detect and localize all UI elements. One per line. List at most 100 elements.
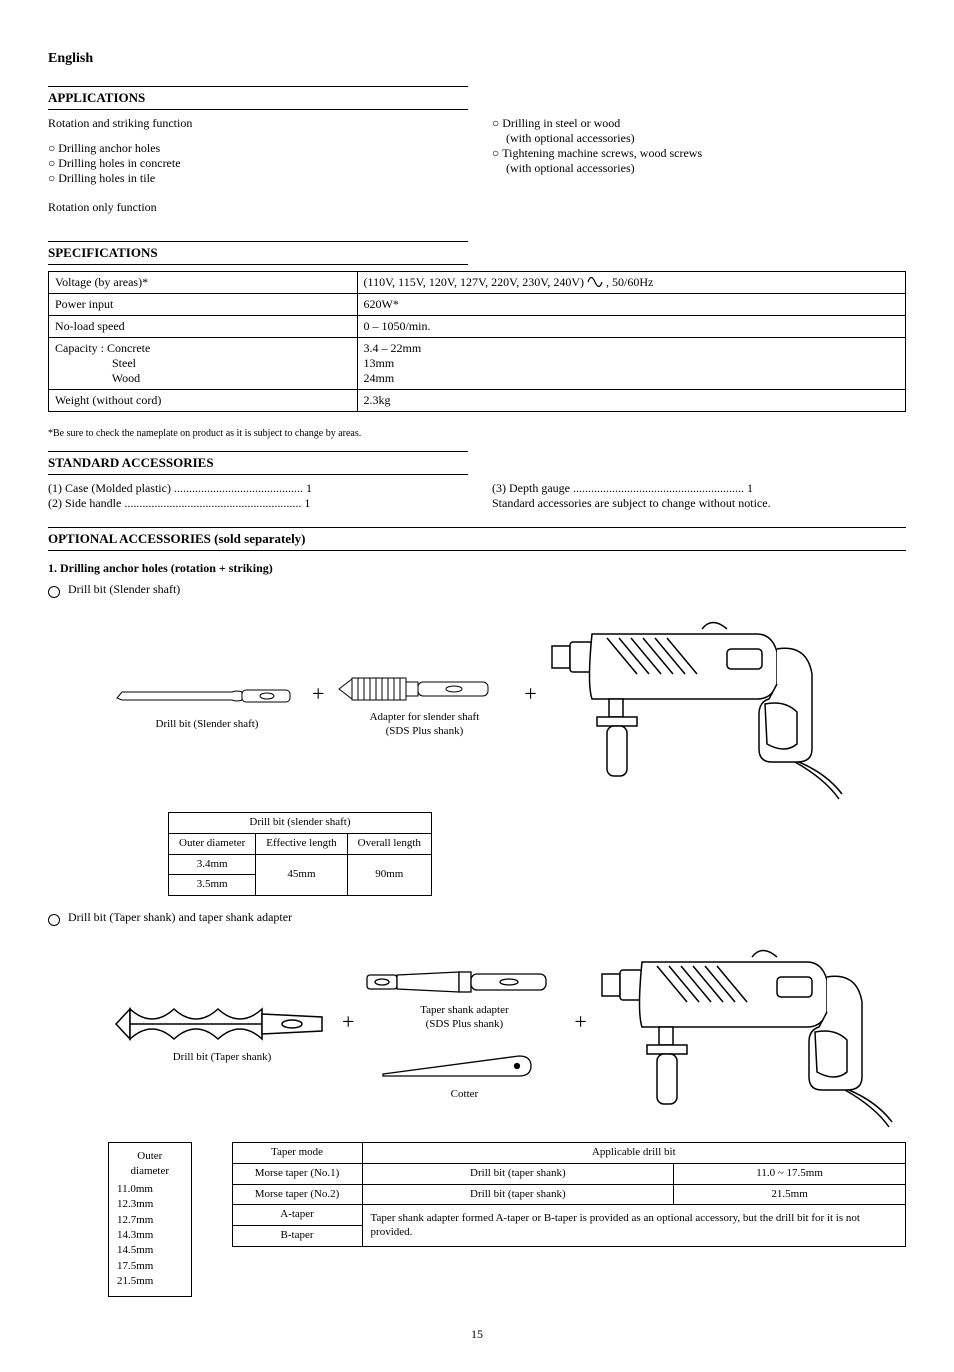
table-cell: 11.0 ~ 17.5mm <box>674 1163 906 1184</box>
bit-size: 17.5mm <box>117 1259 183 1274</box>
app-bullet: ○ Drilling holes in tile <box>48 171 462 186</box>
spec-value: 2.3kg <box>357 390 905 412</box>
app-intro-2: Rotation only function <box>48 200 462 215</box>
app-intro-1: Rotation and striking function <box>48 116 462 131</box>
spec-text: , 50/60Hz <box>606 275 653 289</box>
app-bullet: ○ Drilling holes in concrete <box>48 156 462 171</box>
table-row: No-load speed 0 – 1050/min. <box>49 316 906 338</box>
table-cell: Taper mode <box>232 1143 362 1164</box>
specifications-table: Voltage (by areas)* (110V, 115V, 120V, 1… <box>48 271 906 412</box>
table-cell: Morse taper (No.2) <box>232 1184 362 1205</box>
plus-icon: + <box>338 1008 358 1056</box>
bullet-b-label: Drill bit (Taper shank) and taper shank … <box>68 910 292 925</box>
table-cell: Effective length <box>256 833 347 854</box>
applications-body: Rotation and striking function ○ Drillin… <box>48 116 906 225</box>
spec-text: 13mm <box>364 356 395 370</box>
slender-adapter-icon <box>334 669 514 709</box>
table-cell: Drill bit (taper shank) <box>362 1163 674 1184</box>
app-subitem: (with optional accessories) <box>506 161 906 176</box>
table-cell: 21.5mm <box>674 1184 906 1205</box>
spec-value: (110V, 115V, 120V, 127V, 220V, 230V, 240… <box>357 272 905 294</box>
taper-adapter-icon <box>364 962 564 1002</box>
bit-size: 14.3mm <box>117 1228 183 1243</box>
adapter-table: Taper mode Applicable drill bit Morse ta… <box>232 1142 906 1247</box>
table-row: Outer diameter Effective length Overall … <box>169 833 432 854</box>
table-row: Weight (without cord) 2.3kg <box>49 390 906 412</box>
std-item: (3) Depth gauge ........................… <box>492 481 906 496</box>
bit-size: 12.3mm <box>117 1197 183 1212</box>
table-row: Power input 620W* <box>49 294 906 316</box>
bit-size: 11.0mm <box>117 1182 183 1197</box>
spec-value: 3.4 – 22mm 13mm 24mm <box>357 338 905 390</box>
app-item: Tightening machine screws, wood screws <box>502 146 702 160</box>
rotary-hammer-icon <box>597 932 897 1132</box>
taper-adapter-caption: Taper shank adapter (SDS Plus shank) <box>420 1004 508 1032</box>
bit-size-title: Outer diameter <box>117 1149 183 1180</box>
app-subitem: (with optional accessories) <box>506 131 906 146</box>
rotary-hammer-icon <box>547 604 847 804</box>
language-title: English <box>48 50 906 68</box>
specifications-footnote: *Be sure to check the nameplate on produ… <box>48 428 906 441</box>
spec-label: Weight (without cord) <box>49 390 358 412</box>
specifications-heading: SPECIFICATIONS <box>48 241 468 265</box>
cotter-icon <box>379 1046 549 1086</box>
app-item: Drilling anchor holes <box>58 141 160 155</box>
plus-icon: + <box>570 1008 590 1056</box>
spec-text: Wood <box>112 371 140 385</box>
table-cell: Drill bit (taper shank) <box>362 1184 674 1205</box>
spec-text: Steel <box>112 356 136 370</box>
spec-text: 24mm <box>364 371 395 385</box>
table-cell: 3.5mm <box>169 875 256 896</box>
spec-label: Capacity : Concrete Steel Wood <box>49 338 358 390</box>
app-bullet: ○ Drilling anchor holes <box>48 141 462 156</box>
table-row: Voltage (by areas)* (110V, 115V, 120V, 1… <box>49 272 906 294</box>
app-bullet: ○ Drilling in steel or wood <box>492 116 906 131</box>
table-row: Morse taper (No.1) Drill bit (taper shan… <box>232 1163 905 1184</box>
table-header: Drill bit (slender shaft) <box>169 813 432 834</box>
applications-heading: APPLICATIONS <box>48 86 468 110</box>
standard-heading: STANDARD ACCESSORIES <box>48 451 468 475</box>
table-cell: Taper shank adapter formed A-taper or B-… <box>362 1205 905 1247</box>
bit-size: 14.5mm <box>117 1243 183 1258</box>
app-item: Drilling holes in tile <box>58 171 155 185</box>
table-cell: B-taper <box>232 1226 362 1247</box>
table-row: Taper mode Applicable drill bit <box>232 1143 905 1164</box>
app-bullet: ○ Tightening machine screws, wood screws <box>492 146 906 161</box>
std-note: Standard accessories are subject to chan… <box>492 496 906 511</box>
table-row: Drill bit (slender shaft) <box>169 813 432 834</box>
spec-label: Power input <box>49 294 358 316</box>
spec-text: Capacity <box>55 341 98 355</box>
cotter-caption: Cotter <box>451 1088 479 1102</box>
slender-bit-icon <box>112 676 302 716</box>
table-cell: 45mm <box>256 854 347 896</box>
spec-value: 0 – 1050/min. <box>357 316 905 338</box>
plus-icon: + <box>520 680 540 728</box>
bullet-icon <box>48 586 60 598</box>
table-row: Capacity : Concrete Steel Wood 3.4 – 22m… <box>49 338 906 390</box>
optional-sub1-title: 1. Drilling anchor holes (rotation + str… <box>48 561 906 576</box>
bit-size-box: Outer diameter 11.0mm 12.3mm 12.7mm 14.3… <box>108 1142 192 1297</box>
bit-caption: Drill bit (Slender shaft) <box>156 718 259 732</box>
sine-icon <box>587 275 603 289</box>
table-cell: Overall length <box>347 833 431 854</box>
table-cell: 3.4mm <box>169 854 256 875</box>
adapter-caption: Adapter for slender shaft (SDS Plus shan… <box>370 711 480 739</box>
taper-bit-icon <box>112 999 332 1049</box>
table-cell: 90mm <box>347 854 431 896</box>
spec-text: 3.4 – 22mm <box>364 341 422 355</box>
spec-text: Concrete <box>107 341 150 355</box>
table-row: A-taper Taper shank adapter formed A-tap… <box>232 1205 905 1226</box>
table-row: 3.4mm 45mm 90mm <box>169 854 432 875</box>
slender-bit-table: Drill bit (slender shaft) Outer diameter… <box>168 812 432 896</box>
standard-body: (1) Case (Molded plastic) ..............… <box>48 481 906 511</box>
page-number: 15 <box>48 1327 906 1342</box>
bit-size: 21.5mm <box>117 1274 183 1289</box>
spec-label: Voltage (by areas)* <box>49 272 358 294</box>
bit-size: 12.7mm <box>117 1213 183 1228</box>
bullet-icon <box>48 914 60 926</box>
table-cell: Morse taper (No.1) <box>232 1163 362 1184</box>
table-row: Morse taper (No.2) Drill bit (taper shan… <box>232 1184 905 1205</box>
bullet-a-label: Drill bit (Slender shaft) <box>68 582 180 597</box>
taperbit-caption: Drill bit (Taper shank) <box>173 1051 272 1065</box>
spec-text: (110V, 115V, 120V, 127V, 220V, 230V, 240… <box>364 275 584 289</box>
